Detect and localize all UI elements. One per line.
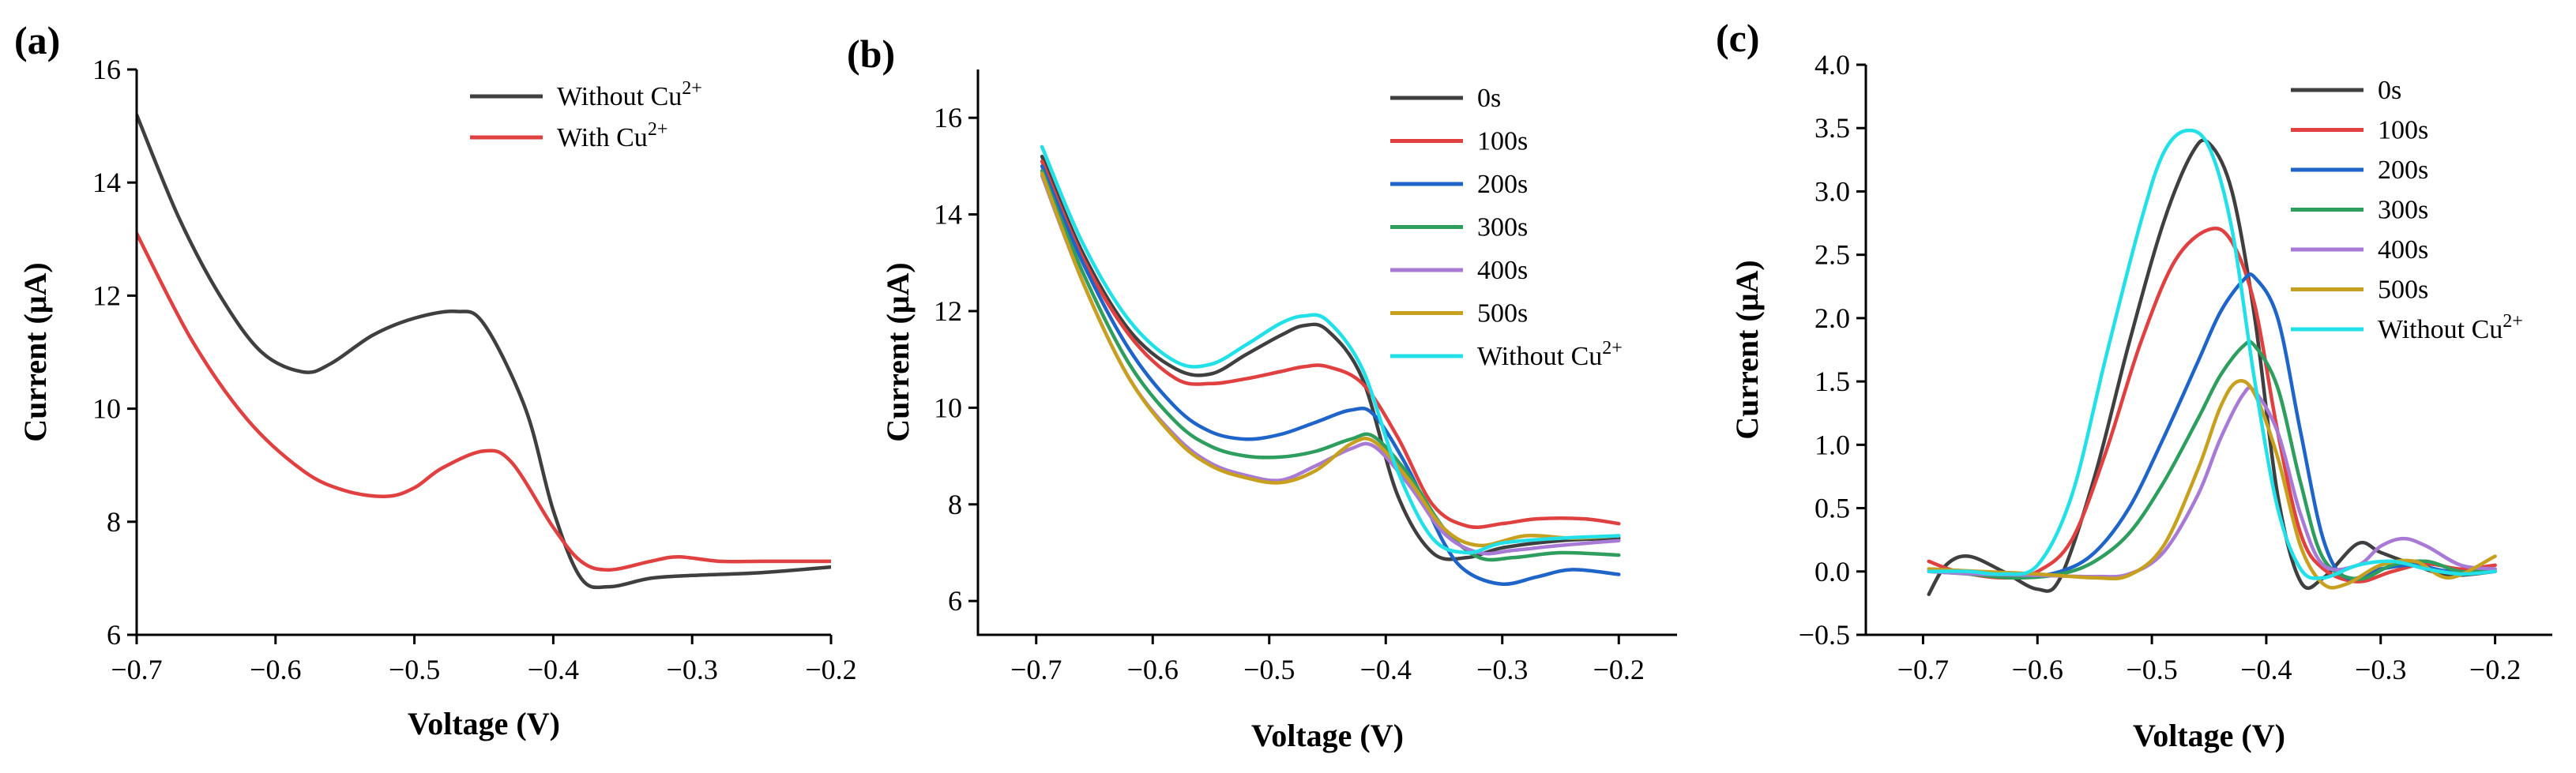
chart-panel-3: −0.7 −0.6 −0.5 −0.4 −0.3 −0.2 −0.5 0.0 0.5 1.0 1.5… <box>1716 16 2552 753</box>
x-tick-label: −0.7 <box>1010 654 1062 685</box>
y-tick-label: 14 <box>92 167 121 198</box>
y-tick-label: 0.5 <box>1814 493 1850 524</box>
y-tick-label: 6 <box>107 619 121 651</box>
x-tick-label: −0.6 <box>250 654 301 685</box>
legend-entry-label: 100s <box>1477 127 1528 156</box>
legend-entry-label: Without Cu2+ <box>2378 311 2523 344</box>
legend-entry-label: 400s <box>2378 235 2428 265</box>
x-tick-label: −0.2 <box>1593 654 1645 685</box>
x-tick-label: −0.3 <box>2355 654 2406 685</box>
x-tick-label: −0.5 <box>1243 654 1295 685</box>
x-tick-label: −0.2 <box>805 654 856 685</box>
x-tick-label: −0.7 <box>111 654 162 685</box>
x-tick-label: −0.6 <box>1127 654 1179 685</box>
legend: Without Cu2+ With Cu2+ <box>470 78 702 152</box>
legend-entry-label: 100s <box>2378 116 2428 145</box>
series-line-4 <box>1040 169 1621 562</box>
y-tick-label: 1.0 <box>1814 429 1850 460</box>
series-line-2 <box>137 231 831 572</box>
y-tick-label: 14 <box>934 199 962 231</box>
series-line-3 <box>1040 164 1621 586</box>
x-tick-label: −0.6 <box>2012 654 2063 685</box>
series-line-1 <box>1040 154 1621 561</box>
series-line-4 <box>1927 340 2497 581</box>
x-axis-title: Voltage (V) <box>408 706 560 741</box>
x-axis-title: Voltage (V) <box>2133 718 2285 753</box>
series-line-6 <box>1040 171 1621 548</box>
y-tick-label: 16 <box>92 54 121 85</box>
x-tick-label: −0.3 <box>667 654 718 685</box>
series-line-7 <box>1927 128 2497 580</box>
x-tick-label: −0.2 <box>2469 654 2521 685</box>
legend-entry-label: 300s <box>2378 196 2428 225</box>
legend-entry-label: 200s <box>1477 170 1528 199</box>
legend-entry-label: Without Cu2+ <box>557 78 702 111</box>
x-axis-title: Voltage (V) <box>1251 718 1404 753</box>
x-tick-label: −0.4 <box>2240 654 2292 685</box>
legend-entry-label: 300s <box>1477 213 1528 242</box>
series-line-3 <box>1927 272 2497 581</box>
legend-entry-label: 500s <box>2378 276 2428 305</box>
y-tick-label: 2.0 <box>1814 302 1850 334</box>
legend: 0s 100s 200s 300s 400s 500s Without Cu2+ <box>2291 76 2523 344</box>
legend-entry-label: 0s <box>2378 76 2401 105</box>
series-line-6 <box>1927 378 2497 590</box>
axis-frame <box>976 69 1677 636</box>
y-tick-label: 0.0 <box>1814 556 1850 587</box>
axis-frame <box>135 69 831 636</box>
series-line-7 <box>1040 144 1621 555</box>
chart-panel-1: −0.7 −0.6 −0.5 −0.4 −0.3 −0.2 6 8 10 12 14 16 Voltag… <box>14 18 857 741</box>
y-axis-title: Current (μA) <box>17 262 53 441</box>
y-tick-label: 16 <box>934 102 962 133</box>
panel-label: (b) <box>847 32 895 76</box>
series-line-2 <box>1927 226 2497 584</box>
y-tick-label: 10 <box>92 393 121 425</box>
x-tick-label: −0.5 <box>389 654 440 685</box>
legend-entry-label: 500s <box>1477 299 1528 328</box>
y-tick-label: 1.5 <box>1814 366 1850 397</box>
panel-label: (c) <box>1716 16 1760 60</box>
legend: 0s 100s 200s 300s 400s 500s Without Cu2+ <box>1390 84 1623 371</box>
y-tick-label: 6 <box>948 585 962 617</box>
x-tick-label: −0.4 <box>528 654 579 685</box>
chart-panel-2: −0.7 −0.6 −0.5 −0.4 −0.3 −0.2 6 8 10 12 14 16 Voltag… <box>847 32 1677 753</box>
series-line-2 <box>1040 159 1621 530</box>
y-tick-label: 2.5 <box>1814 239 1850 271</box>
y-tick-label: 10 <box>934 392 962 423</box>
series-line-1 <box>137 113 831 590</box>
y-tick-label: 3.5 <box>1814 112 1850 144</box>
x-tick-label: −0.7 <box>1897 654 1949 685</box>
y-tick-label: 12 <box>92 280 121 311</box>
x-tick-label: −0.5 <box>2126 654 2177 685</box>
legend-entry-label: 0s <box>1477 84 1501 113</box>
y-tick-label: 8 <box>948 489 962 520</box>
legend-entry-label: 200s <box>2378 156 2428 185</box>
y-tick-label: 3.0 <box>1814 175 1850 207</box>
y-tick-label: −0.5 <box>1799 619 1850 651</box>
legend-entry-label: Without Cu2+ <box>1477 338 1623 371</box>
panel-label: (a) <box>14 18 60 62</box>
x-tick-label: −0.3 <box>1476 654 1528 685</box>
y-tick-label: 4.0 <box>1814 49 1850 81</box>
series-group <box>1927 128 2497 596</box>
legend-entry-label: With Cu2+ <box>557 119 668 152</box>
legend-entry-label: 400s <box>1477 256 1528 285</box>
series-group <box>137 113 831 590</box>
y-axis-title: Current (μA) <box>880 262 916 441</box>
y-axis-title: Current (μA) <box>1729 260 1765 439</box>
series-line-5 <box>1927 385 2497 579</box>
y-tick-label: 8 <box>107 506 121 538</box>
x-tick-label: −0.4 <box>1360 654 1412 685</box>
series-group <box>1040 144 1621 586</box>
y-tick-label: 12 <box>934 295 962 327</box>
